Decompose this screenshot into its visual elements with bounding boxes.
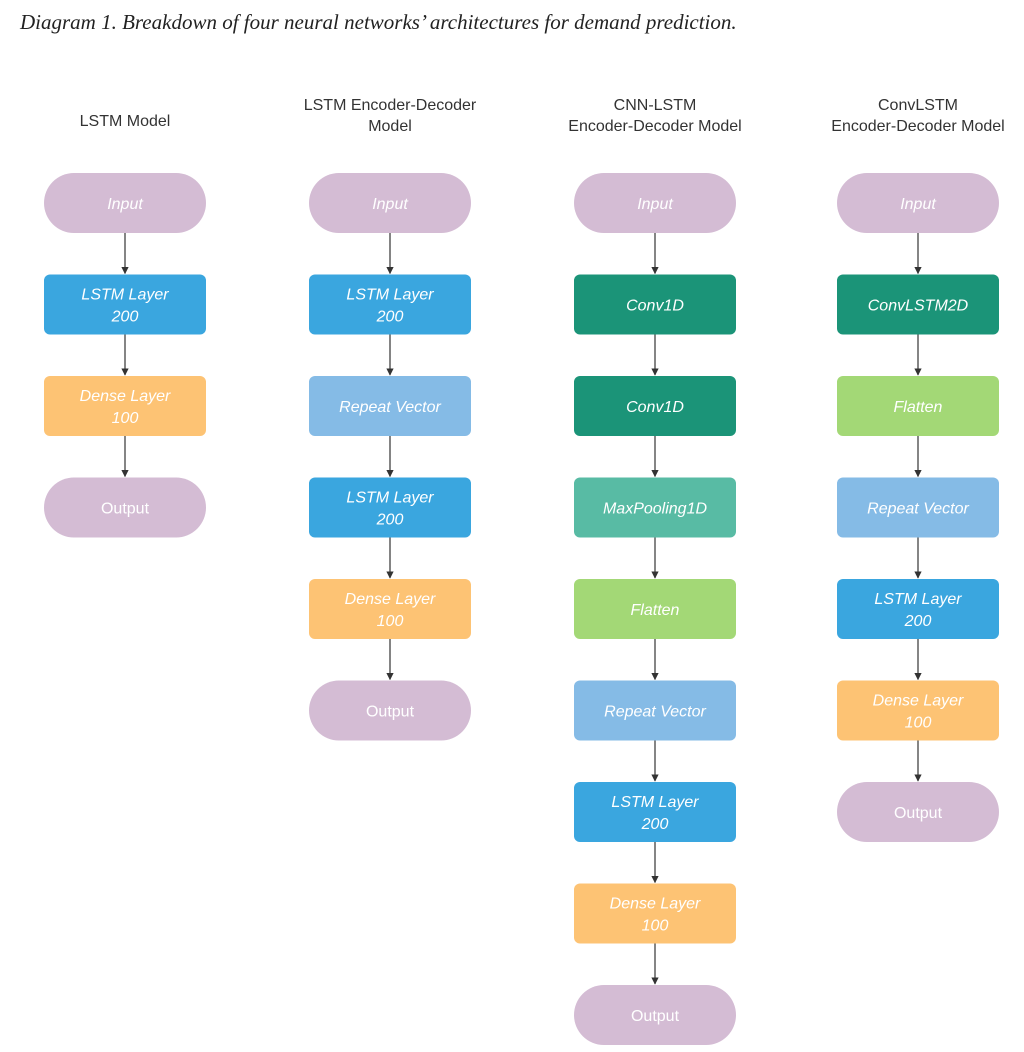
node-label: Output [894,805,943,822]
node-dense: Dense Layer 100 [574,883,736,944]
node-shape [837,376,999,436]
node-shape [44,173,206,233]
node-terminal: Output [574,985,736,1045]
node-dense: Dense Layer 100 [44,376,206,436]
node-label: Output [366,704,415,721]
column-title: LSTM Encoder-Decoder [304,97,477,114]
node-label: 200 [111,309,139,326]
node-shape [574,376,736,436]
node-label: 100 [905,715,932,732]
node-label: Repeat Vector [339,399,441,416]
node-shape [309,173,471,233]
node-label: LSTM Layer [346,287,434,304]
node-conv: Conv1D [574,274,736,335]
node-label: 100 [377,613,404,630]
node-shape [574,274,736,335]
node-pool: MaxPooling1D [574,477,736,538]
node-dense: Dense Layer 100 [837,680,999,741]
node-conv: ConvLSTM2D [837,274,999,335]
node-lstm: LSTM Layer 200 [309,274,471,335]
node-label: Dense Layer [873,693,964,710]
diagram-caption: Diagram 1. Breakdown of four neural netw… [20,10,737,34]
node-repeat: Repeat Vector [574,680,736,741]
column-title: CNN-LSTM [614,97,697,114]
node-shape [837,579,999,639]
node-label: 200 [904,613,932,630]
column-title: LSTM Model [80,113,171,130]
node-label: LSTM Layer [346,490,434,507]
node-shape [574,173,736,233]
node-label: ConvLSTM2D [868,298,969,315]
node-shape [309,680,471,741]
node-repeat: Repeat Vector [309,376,471,436]
node-terminal: Input [837,173,999,233]
column-title: Encoder-Decoder Model [568,118,741,135]
node-label: Repeat Vector [604,704,706,721]
node-lstm: LSTM Layer 200 [44,274,206,335]
node-terminal: Input [44,173,206,233]
node-label: Dense Layer [80,388,171,405]
node-repeat: Repeat Vector [837,477,999,538]
node-shape [837,477,999,538]
node-label: Dense Layer [345,591,436,608]
node-conv: Conv1D [574,376,736,436]
node-shape [574,579,736,639]
node-label: 200 [376,512,404,529]
node-shape [837,680,999,741]
node-shape [44,274,206,335]
node-label: Input [107,196,143,213]
node-shape [44,376,206,436]
node-label: LSTM Layer [874,591,962,608]
node-shape [309,579,471,639]
node-shape [574,477,736,538]
node-shape [309,477,471,538]
node-flatten: Flatten [574,579,736,639]
node-label: 100 [112,410,139,427]
column-title: Encoder-Decoder Model [831,118,1004,135]
node-shape [837,173,999,233]
node-lstm: LSTM Layer 200 [837,579,999,639]
node-lstm: LSTM Layer 200 [574,782,736,842]
node-label: Output [101,501,150,518]
node-shape [309,274,471,335]
node-label: Input [637,196,673,213]
node-lstm: LSTM Layer 200 [309,477,471,538]
node-label: Conv1D [626,298,684,315]
node-terminal: Input [309,173,471,233]
node-dense: Dense Layer 100 [309,579,471,639]
node-label: MaxPooling1D [603,501,708,518]
node-shape [574,883,736,944]
node-shape [837,274,999,335]
node-label: Flatten [631,602,680,619]
node-shape [574,680,736,741]
node-terminal: Output [309,680,471,741]
column-title: Model [368,118,412,135]
node-shape [44,477,206,538]
node-label: 200 [641,816,669,833]
node-label: 100 [642,918,669,935]
node-label: Repeat Vector [867,501,969,518]
node-label: Input [372,196,408,213]
node-label: LSTM Layer [611,794,699,811]
node-shape [309,376,471,436]
node-shape [837,782,999,842]
node-shape [574,985,736,1045]
node-label: Output [631,1008,680,1025]
node-label: LSTM Layer [81,287,169,304]
node-terminal: Input [574,173,736,233]
node-terminal: Output [837,782,999,842]
node-label: Flatten [894,399,943,416]
node-label: 200 [376,309,404,326]
node-flatten: Flatten [837,376,999,436]
node-terminal: Output [44,477,206,538]
node-shape [574,782,736,842]
node-label: Input [900,196,936,213]
node-label: Dense Layer [610,896,701,913]
column-title: ConvLSTM [878,97,958,114]
node-label: Conv1D [626,399,684,416]
